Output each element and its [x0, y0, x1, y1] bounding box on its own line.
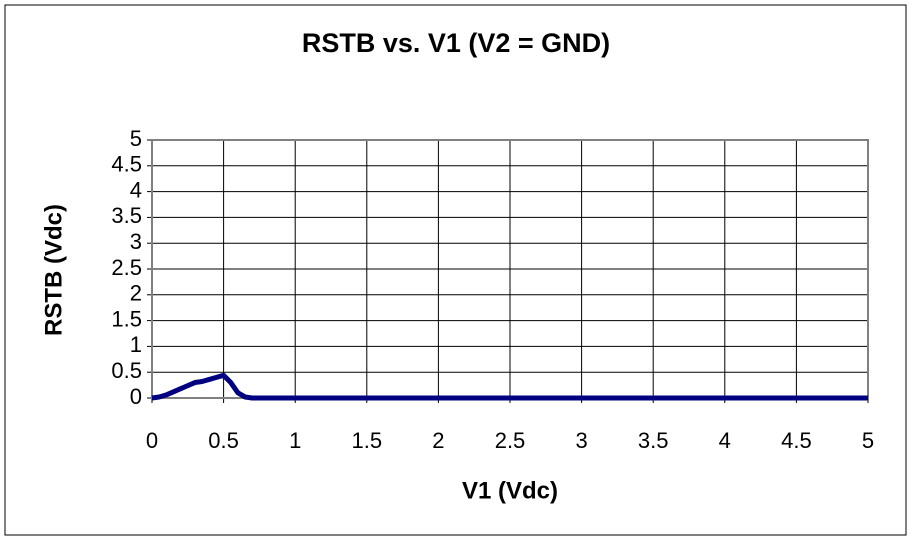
x-tick-label: 3 [575, 428, 587, 453]
x-tick-label: 2.5 [495, 428, 526, 453]
x-axis-label: V1 (Vdc) [462, 477, 558, 504]
data-line [151, 372, 868, 401]
chart-title: RSTB vs. V1 (V2 = GND) [302, 28, 610, 58]
y-tick-label: 2 [130, 281, 142, 306]
x-tick-label: 4 [719, 428, 731, 453]
x-tick-label: 3.5 [638, 428, 669, 453]
y-tick-label: 3 [130, 229, 142, 254]
y-tick-label: 4.5 [111, 152, 142, 177]
x-tick-label: 0.5 [208, 428, 239, 453]
y-tick-label: 3.5 [111, 203, 142, 228]
y-tick-label: 1 [130, 332, 142, 357]
x-tick-label: 1 [289, 428, 301, 453]
y-tick-label: 0 [130, 384, 142, 409]
y-tick-label: 4 [130, 177, 142, 202]
y-axis-label: RSTB (Vdc) [40, 204, 67, 336]
x-tick-label: 2 [432, 428, 444, 453]
y-tick-label: 5 [130, 126, 142, 151]
y-tick-label: 2.5 [111, 255, 142, 280]
x-tick-label: 0 [146, 428, 158, 453]
x-tick-label: 4.5 [781, 428, 812, 453]
x-tick-label: 5 [862, 428, 874, 453]
y-tick-label: 1.5 [111, 306, 142, 331]
x-tick-label: 1.5 [352, 428, 383, 453]
y-tick-label: 0.5 [111, 358, 142, 383]
